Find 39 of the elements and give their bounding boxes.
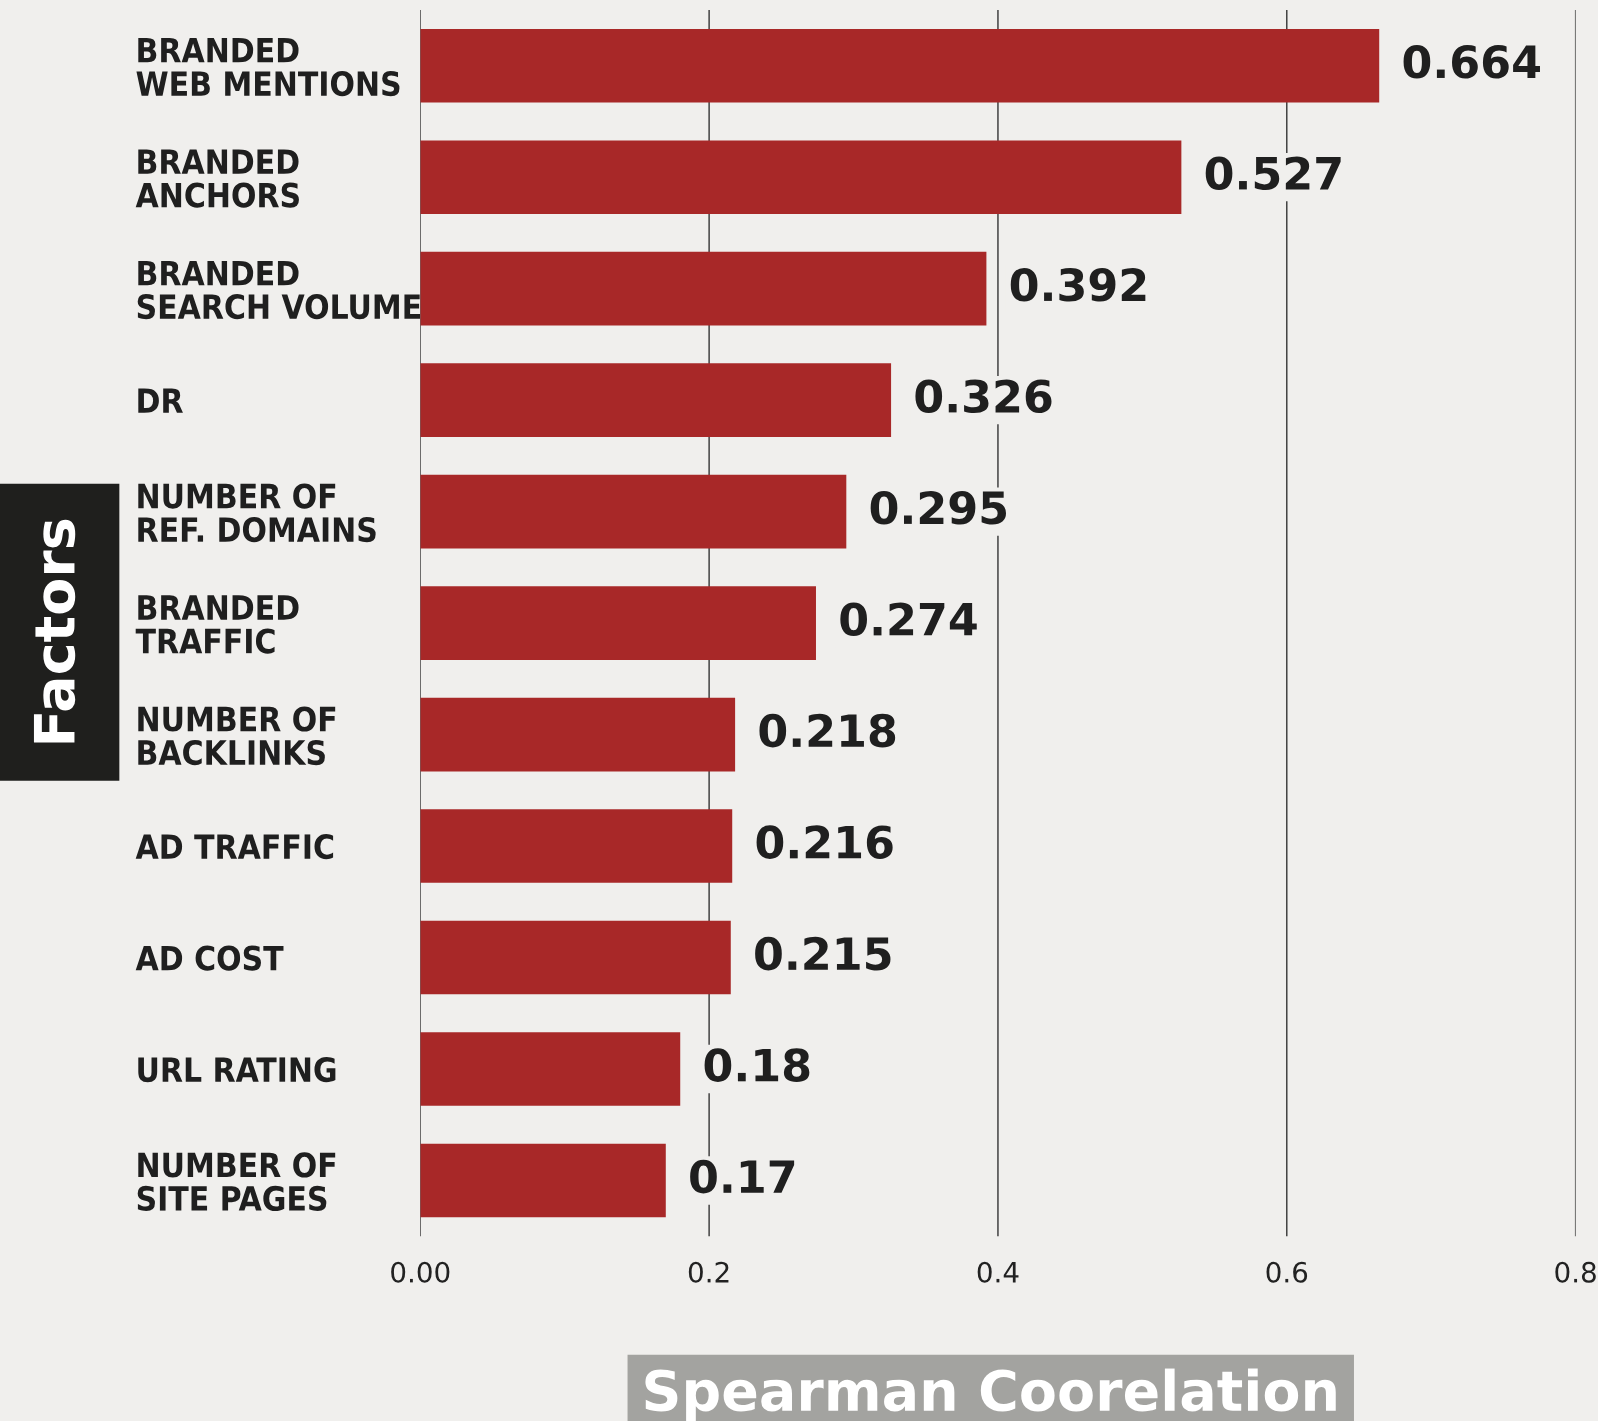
bar xyxy=(420,363,892,437)
bar xyxy=(420,809,733,883)
bar xyxy=(420,586,816,660)
bar xyxy=(420,140,1182,214)
y-tick-label: BRANDED WEB MENTIONS xyxy=(136,37,400,97)
y-axis-title: Factors xyxy=(33,519,76,743)
bar xyxy=(420,1032,681,1106)
data-label: 0.18 xyxy=(704,1048,810,1082)
y-tick-label: AD TRAFFIC xyxy=(135,834,334,860)
y-tick-label: AD COST xyxy=(135,945,284,971)
x-tick-label: 0.6 xyxy=(1266,1261,1308,1283)
data-label: 0.392 xyxy=(1010,267,1146,302)
y-tick-label: NUMBER OF BACKLINKS xyxy=(138,706,336,766)
y-tick-label: DR xyxy=(138,388,183,413)
bar xyxy=(420,1143,666,1218)
x-tick-label: 0.2 xyxy=(688,1261,729,1283)
y-tick-label: URL RATING xyxy=(138,1056,336,1083)
x-tick-label: 0.00 xyxy=(391,1261,450,1283)
bar xyxy=(420,920,731,995)
bar xyxy=(420,28,1380,103)
y-tick-label: NUMBER OF REF. DOMAINS xyxy=(138,483,376,543)
bar xyxy=(420,251,987,326)
bar xyxy=(420,697,736,772)
x-tick-label: 0.4 xyxy=(977,1261,1019,1283)
data-label: 0.274 xyxy=(840,602,977,636)
y-tick-label: NUMBER OF SITE PAGES xyxy=(137,1152,336,1212)
data-label: 0.295 xyxy=(870,490,1007,525)
bar xyxy=(420,474,847,549)
data-label: 0.215 xyxy=(755,936,891,971)
data-label: 0.527 xyxy=(1205,156,1341,191)
data-label: 0.218 xyxy=(759,713,896,748)
data-label: 0.326 xyxy=(915,379,1052,414)
y-tick-label: BRANDED SEARCH VOLUME xyxy=(137,260,420,320)
data-label: 0.17 xyxy=(690,1159,795,1194)
y-tick-label: BRANDED ANCHORS xyxy=(135,149,299,208)
data-label: 0.216 xyxy=(756,825,893,859)
y-tick-label: BRANDED TRAFFIC xyxy=(135,595,299,654)
data-label: 0.664 xyxy=(1403,44,1540,79)
x-tick-label: 0.8 xyxy=(1555,1261,1596,1283)
